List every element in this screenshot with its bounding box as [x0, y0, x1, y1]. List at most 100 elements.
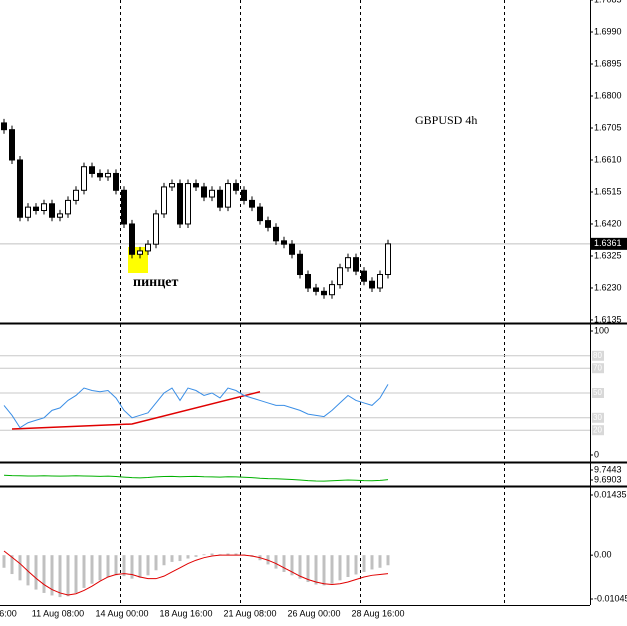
candle-body: [289, 243, 295, 255]
candle-body: [337, 267, 343, 286]
candle-body: [81, 166, 87, 191]
histogram-bar: [226, 553, 230, 556]
candle-body: [113, 172, 119, 191]
y-tick-label: 1.6420: [594, 218, 622, 228]
x-tick-label: 11 Aug 08:00: [32, 608, 84, 618]
histogram-bar: [210, 553, 214, 556]
y-tick-label: 1.6705: [594, 122, 622, 132]
histogram-bar: [370, 555, 374, 570]
x-tick-label: 6:00: [0, 608, 17, 618]
level-label: 80: [593, 351, 602, 360]
y-tick-label: 9.7443: [594, 464, 622, 474]
y-tick-label: 1.6990: [594, 26, 622, 36]
candle-body: [89, 166, 95, 174]
histogram-bar: [378, 555, 382, 568]
histogram-bar: [362, 555, 366, 572]
histogram-bar: [90, 555, 94, 584]
y-tick-label: 1.6515: [594, 186, 622, 196]
histogram-bar: [202, 554, 206, 556]
level-label-box: [592, 388, 604, 398]
histogram-bar: [26, 555, 30, 586]
candle-body: [281, 240, 287, 245]
histogram-bar: [338, 555, 342, 581]
candle-body: [241, 189, 247, 201]
candle-body: [161, 186, 167, 215]
histogram-bar: [98, 555, 102, 581]
candle-body: [25, 206, 31, 218]
histogram-bar: [322, 555, 326, 586]
histogram-bar: [178, 555, 182, 562]
candle-body: [105, 172, 111, 178]
candle-body: [145, 243, 151, 252]
candle-body: [249, 199, 255, 208]
candle-body: [265, 220, 271, 228]
y-tick-label: 1.6895: [594, 58, 622, 68]
y-tick-label: 9.6903: [594, 474, 622, 484]
level-label-box: [592, 350, 604, 361]
y-tick-label: 1.7085: [594, 0, 622, 4]
histogram-bar: [82, 555, 86, 588]
level-label-box: [592, 425, 604, 436]
y-tick-label: 1.6610: [594, 154, 622, 164]
candle-body: [153, 213, 159, 245]
histogram-bar: [170, 555, 174, 562]
histogram-bar: [314, 555, 318, 585]
histogram-bar: [162, 555, 166, 566]
y-tick-label: 1.6800: [594, 90, 622, 100]
candle-body: [345, 257, 351, 269]
x-tick-label: 18 Aug 16:00: [159, 608, 212, 618]
indicator-line: [3, 384, 389, 429]
histogram-bar: [50, 555, 54, 596]
histogram-bar: [386, 555, 390, 566]
histogram-bar: [106, 555, 110, 577]
candle-body: [41, 203, 47, 212]
signal-line: [3, 550, 389, 596]
level-label: 20: [593, 425, 602, 434]
histogram-bar: [130, 555, 134, 579]
histogram-bar: [10, 555, 14, 575]
level-label: 50: [593, 388, 602, 397]
candle-body: [129, 223, 135, 255]
candle-body: [385, 243, 391, 275]
y-tick-label: 1.6230: [594, 282, 622, 292]
candle-body: [9, 129, 15, 161]
candle-body: [353, 257, 359, 272]
histogram-bar: [330, 555, 334, 584]
candle-body: [273, 226, 279, 242]
candle-body: [361, 270, 367, 282]
histogram-bar: [146, 555, 150, 576]
y-tick-label: 100: [594, 325, 609, 335]
histogram-bar: [290, 555, 294, 576]
y-tick-label: 0: [594, 449, 599, 459]
histogram-bar: [154, 555, 158, 571]
candle-body: [97, 172, 103, 178]
chart-title: GBPUSD 4h: [415, 113, 477, 127]
candle-body: [57, 213, 63, 218]
candle-body: [121, 189, 127, 225]
histogram-bar: [114, 555, 118, 576]
candle-body: [233, 183, 239, 191]
y-tick-label: -0.01045: [594, 593, 627, 603]
candle-body: [297, 253, 303, 275]
candle-body: [73, 189, 79, 201]
candle-body: [201, 186, 207, 198]
histogram-bar: [298, 555, 302, 579]
histogram-bar: [66, 555, 70, 597]
histogram-bar: [186, 555, 190, 559]
y-tick-label: 0.00: [594, 550, 612, 560]
candle-body: [65, 199, 71, 215]
candle-body: [33, 206, 39, 212]
indicator-line: [3, 474, 389, 482]
last-price-label: 1.6361: [594, 238, 622, 248]
candle-body: [185, 183, 191, 225]
candle-body: [377, 273, 383, 289]
candle-body: [1, 122, 7, 131]
level-label-box: [592, 363, 604, 374]
x-tick-label: 26 Aug 00:00: [287, 608, 340, 618]
x-tick-label: 21 Aug 08:00: [223, 608, 276, 618]
level-label: 70: [593, 363, 602, 372]
histogram-bar: [274, 555, 278, 569]
candle-body: [177, 183, 183, 225]
y-tick-label: 1.6325: [594, 250, 622, 260]
